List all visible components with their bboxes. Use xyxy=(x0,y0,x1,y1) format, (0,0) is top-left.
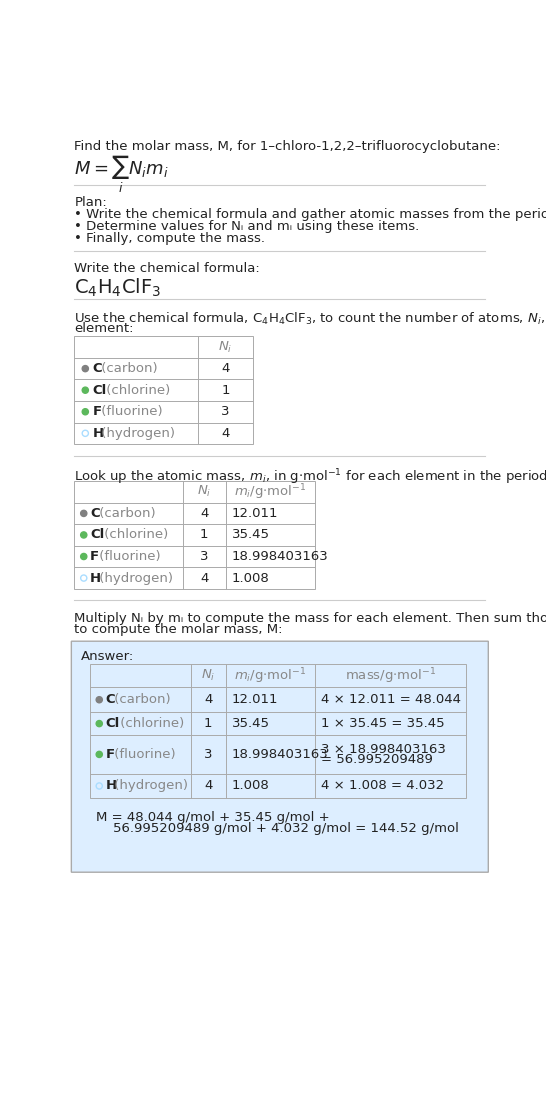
Text: Cl: Cl xyxy=(90,529,104,541)
Text: $M = \sum_i N_i m_i$: $M = \sum_i N_i m_i$ xyxy=(74,154,169,195)
Text: Use the chemical formula, $\mathrm{C_4H_4ClF_3}$, to count the number of atoms, : Use the chemical formula, $\mathrm{C_4H_… xyxy=(74,311,546,327)
Text: F: F xyxy=(105,748,115,760)
Text: (chlorine): (chlorine) xyxy=(100,529,168,541)
Text: • Finally, compute the mass.: • Finally, compute the mass. xyxy=(74,231,265,245)
Text: Cl: Cl xyxy=(105,717,120,731)
Bar xyxy=(90,665,466,798)
Text: C: C xyxy=(105,693,115,706)
Text: (hydrogen): (hydrogen) xyxy=(95,572,173,584)
Text: F: F xyxy=(92,406,102,419)
Text: 4: 4 xyxy=(221,363,230,375)
Text: 35.45: 35.45 xyxy=(232,717,270,731)
Text: 18.998403163: 18.998403163 xyxy=(232,748,329,760)
Text: 1: 1 xyxy=(221,383,230,397)
Text: 1.008: 1.008 xyxy=(232,779,270,792)
Text: (chlorine): (chlorine) xyxy=(116,717,184,731)
Circle shape xyxy=(81,532,87,538)
Text: (carbon): (carbon) xyxy=(97,363,158,375)
Text: C: C xyxy=(90,507,99,520)
Circle shape xyxy=(82,387,88,393)
Text: 4: 4 xyxy=(204,693,212,706)
Text: 3 × 18.998403163: 3 × 18.998403163 xyxy=(321,743,446,756)
Text: (chlorine): (chlorine) xyxy=(102,383,170,397)
Text: 3: 3 xyxy=(200,550,209,563)
Text: to compute the molar mass, M:: to compute the molar mass, M: xyxy=(74,624,283,637)
Text: 1.008: 1.008 xyxy=(232,572,270,584)
Circle shape xyxy=(82,409,88,414)
Text: 56.995209489 g/mol + 4.032 g/mol = 144.52 g/mol: 56.995209489 g/mol + 4.032 g/mol = 144.5… xyxy=(96,822,459,835)
Text: H: H xyxy=(90,572,101,584)
Text: (hydrogen): (hydrogen) xyxy=(97,426,175,440)
Text: $N_i$: $N_i$ xyxy=(201,668,215,683)
Text: F: F xyxy=(90,550,99,563)
Circle shape xyxy=(81,510,87,517)
Text: • Write the chemical formula and gather atomic masses from the periodic table.: • Write the chemical formula and gather … xyxy=(74,208,546,222)
Text: 1 × 35.45 = 35.45: 1 × 35.45 = 35.45 xyxy=(321,717,444,731)
Text: H: H xyxy=(92,426,103,440)
Text: 4: 4 xyxy=(221,426,230,440)
Text: mass/g$\cdot$mol$^{-1}$: mass/g$\cdot$mol$^{-1}$ xyxy=(345,666,436,685)
Text: 18.998403163: 18.998403163 xyxy=(232,550,329,563)
Text: Cl: Cl xyxy=(92,383,106,397)
Circle shape xyxy=(82,366,88,371)
Text: 3: 3 xyxy=(204,748,212,760)
Text: $\mathrm{C_4H_4ClF_3}$: $\mathrm{C_4H_4ClF_3}$ xyxy=(74,277,162,299)
Text: 3: 3 xyxy=(221,406,230,419)
Text: $N_i$: $N_i$ xyxy=(218,339,233,355)
Text: H: H xyxy=(105,779,117,792)
Text: 35.45: 35.45 xyxy=(232,529,270,541)
Text: 1: 1 xyxy=(200,529,209,541)
Text: • Determine values for Nᵢ and mᵢ using these items.: • Determine values for Nᵢ and mᵢ using t… xyxy=(74,220,420,233)
Text: $m_i$/g$\cdot$mol$^{-1}$: $m_i$/g$\cdot$mol$^{-1}$ xyxy=(234,666,306,685)
Text: C: C xyxy=(92,363,102,375)
Text: Write the chemical formula:: Write the chemical formula: xyxy=(74,262,260,276)
Circle shape xyxy=(96,696,102,703)
Text: Multiply Nᵢ by mᵢ to compute the mass for each element. Then sum those values: Multiply Nᵢ by mᵢ to compute the mass fo… xyxy=(74,612,546,625)
Bar xyxy=(74,482,314,588)
FancyBboxPatch shape xyxy=(72,641,488,872)
Text: M = 48.044 g/mol + 35.45 g/mol +: M = 48.044 g/mol + 35.45 g/mol + xyxy=(96,811,330,823)
Text: Look up the atomic mass, $m_i$, in g$\cdot$mol$^{-1}$ for each element in the pe: Look up the atomic mass, $m_i$, in g$\cd… xyxy=(74,467,546,487)
Text: (carbon): (carbon) xyxy=(95,507,156,520)
Text: (hydrogen): (hydrogen) xyxy=(110,779,188,792)
Text: $N_i$: $N_i$ xyxy=(197,484,211,499)
Text: element:: element: xyxy=(74,323,134,335)
Text: 1: 1 xyxy=(204,717,212,731)
Text: = 56.995209489: = 56.995209489 xyxy=(321,754,433,766)
Text: 4: 4 xyxy=(200,572,209,584)
Text: (fluorine): (fluorine) xyxy=(97,406,163,419)
Text: Answer:: Answer: xyxy=(81,650,134,663)
Text: (fluorine): (fluorine) xyxy=(110,748,176,760)
Text: Plan:: Plan: xyxy=(74,196,107,209)
Circle shape xyxy=(96,752,102,757)
Text: Find the molar mass, M, for 1–chloro-1,2,2–trifluorocyclobutane:: Find the molar mass, M, for 1–chloro-1,2… xyxy=(74,140,501,153)
Text: $m_i$/g$\cdot$mol$^{-1}$: $m_i$/g$\cdot$mol$^{-1}$ xyxy=(234,482,306,501)
Bar xyxy=(74,336,253,444)
Text: (carbon): (carbon) xyxy=(110,693,171,706)
Circle shape xyxy=(81,553,87,560)
Text: 4 × 1.008 = 4.032: 4 × 1.008 = 4.032 xyxy=(321,779,444,792)
Text: 12.011: 12.011 xyxy=(232,507,278,520)
Text: 12.011: 12.011 xyxy=(232,693,278,706)
Text: (fluorine): (fluorine) xyxy=(95,550,161,563)
Text: 4 × 12.011 = 48.044: 4 × 12.011 = 48.044 xyxy=(321,693,461,706)
Text: 4: 4 xyxy=(204,779,212,792)
Text: 4: 4 xyxy=(200,507,209,520)
Circle shape xyxy=(96,721,102,726)
